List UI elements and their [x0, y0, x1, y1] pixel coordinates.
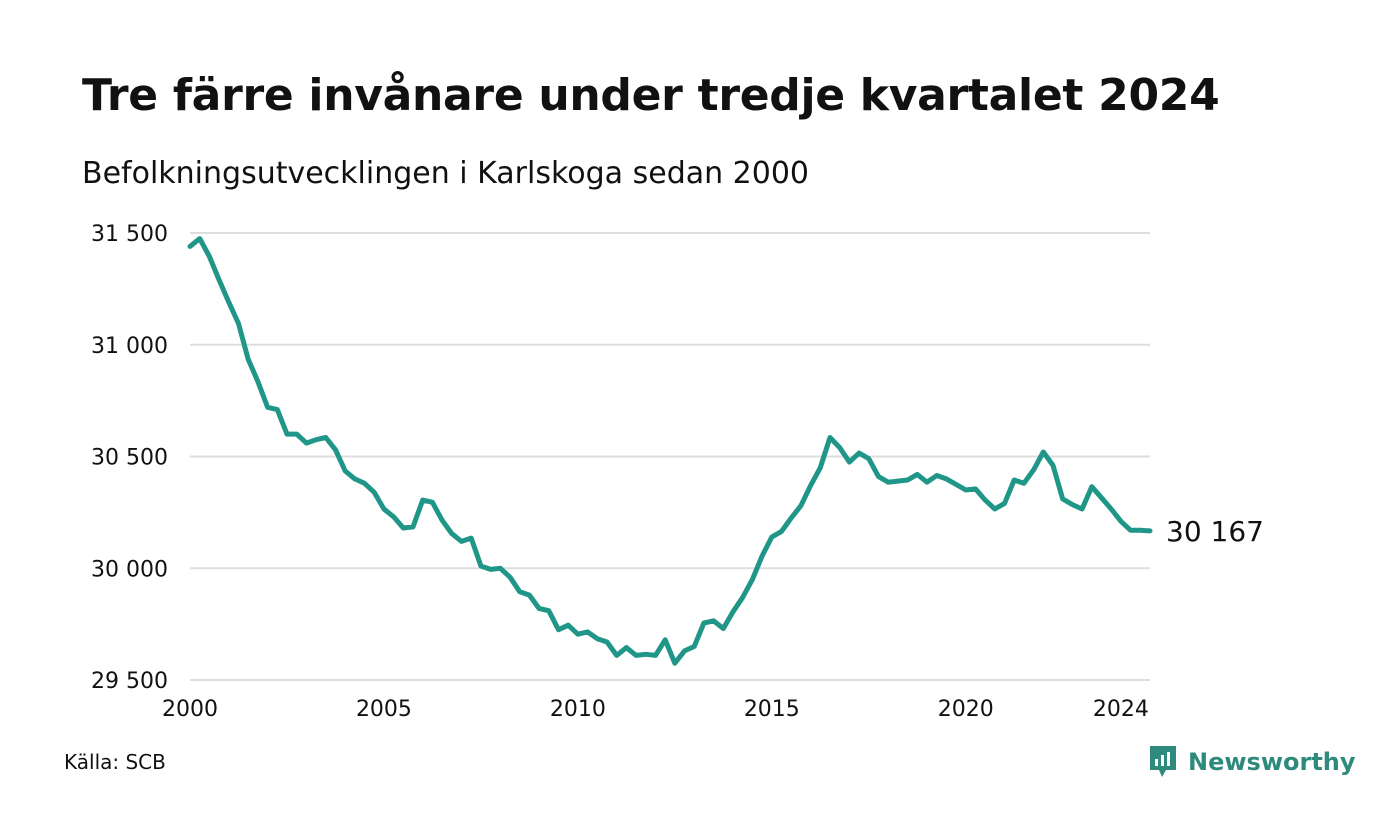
y-tick-label: 30 500	[91, 446, 168, 471]
y-tick-label: 31 500	[91, 222, 168, 247]
y-tick-label: 31 000	[91, 334, 168, 359]
gridlines	[190, 232, 1150, 681]
newsworthy-logo-icon	[1150, 746, 1176, 777]
brand-logo: Newsworthy	[1148, 744, 1356, 780]
end-value-label: 30 167	[1166, 515, 1264, 548]
x-tick-label: 2000	[162, 697, 218, 722]
source-note: Källa: SCB	[64, 750, 166, 774]
x-axis-tick-labels: 2000 2005 2010 2015 2020 2024	[162, 697, 1149, 722]
x-tick-label: 2020	[938, 697, 994, 722]
chart-subtitle: Befolkningsutvecklingen i Karlskoga seda…	[82, 156, 810, 191]
y-axis-tick-labels: 31 500 31 000 30 500 30 000 29 500	[91, 222, 168, 694]
x-tick-label: 2015	[744, 697, 800, 722]
y-tick-label: 29 500	[91, 669, 168, 694]
brand-name: Newsworthy	[1188, 748, 1356, 776]
x-tick-label: 2005	[356, 697, 412, 722]
chart-title: Tre färre invånare under tredje kvartale…	[82, 70, 1220, 121]
y-tick-label: 30 000	[91, 557, 168, 582]
x-tick-label: 2010	[550, 697, 606, 722]
population-series-line	[187, 236, 1153, 666]
x-tick-label: 2024	[1093, 697, 1149, 722]
